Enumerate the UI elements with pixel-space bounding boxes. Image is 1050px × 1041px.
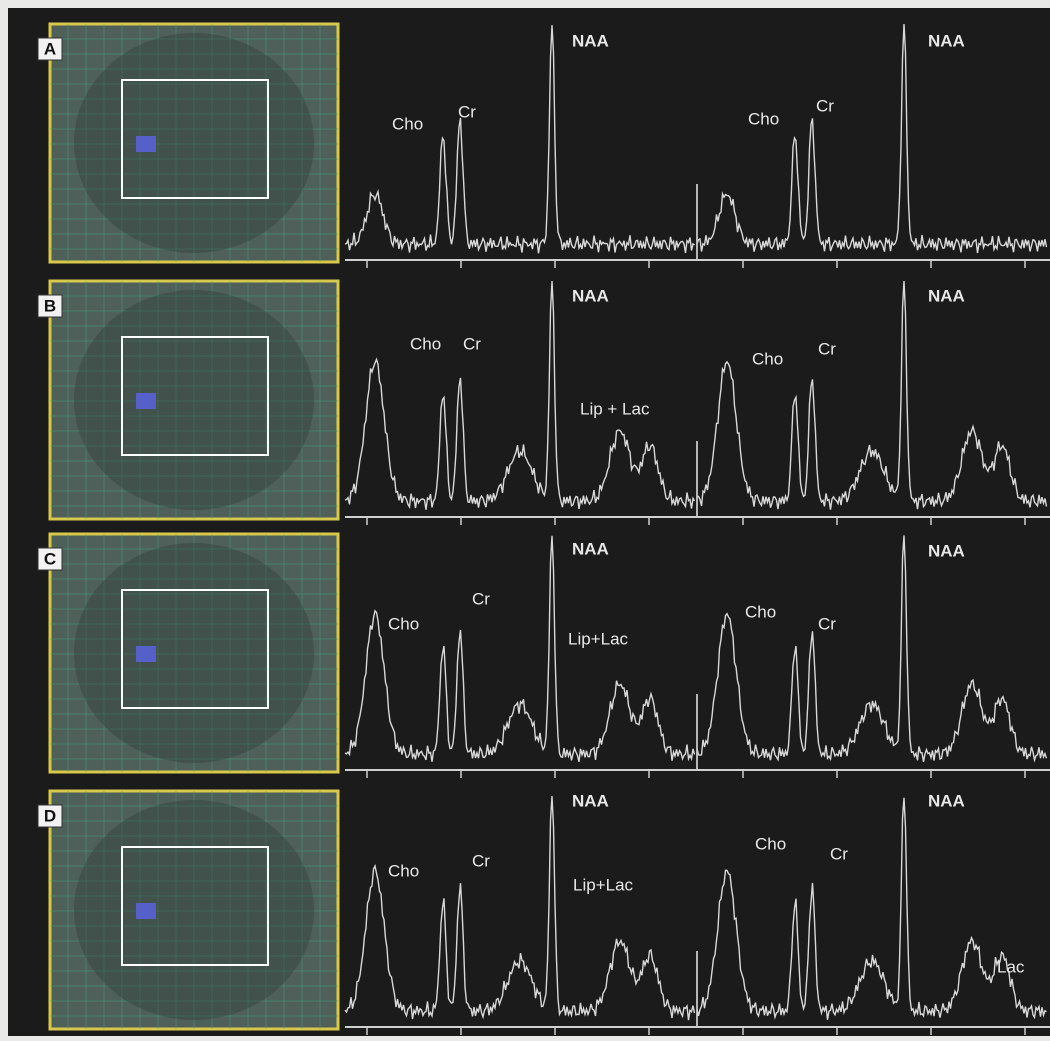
- peak-label: NAA: [928, 286, 965, 305]
- panel-label: A: [44, 39, 56, 58]
- peak-label: Lip + Lac: [580, 399, 650, 418]
- peak-label: Cho: [748, 109, 779, 128]
- voxel: [136, 393, 156, 409]
- panel-label: C: [44, 549, 56, 568]
- peak-label: NAA: [928, 791, 965, 810]
- peak-label: Cr: [830, 844, 848, 863]
- peak-label: NAA: [572, 539, 609, 558]
- voxel: [136, 903, 156, 919]
- voxel: [136, 136, 156, 152]
- peak-label: Cr: [818, 614, 836, 633]
- peak-label: Cho: [388, 861, 419, 880]
- brain-shadow: [74, 800, 314, 1020]
- figure: A NAA Cho Cr NAA Cho Cr B NAA Cho Cr Lip + Lac NAA Ch…: [0, 0, 1050, 1041]
- peak-label: NAA: [928, 541, 965, 560]
- peak-label: Cho: [755, 834, 786, 853]
- peak-label: NAA: [572, 791, 609, 810]
- peak-label: Cr: [816, 96, 834, 115]
- peak-label: NAA: [572, 31, 609, 50]
- brain-shadow: [74, 33, 314, 253]
- peak-label: Lip+Lac: [573, 875, 634, 894]
- peak-label: Cr: [463, 334, 481, 353]
- peak-label: Cho: [745, 602, 776, 621]
- peak-label: Lac: [997, 957, 1025, 976]
- peak-label: NAA: [572, 286, 609, 305]
- peak-label: Cr: [818, 339, 836, 358]
- panel-label: D: [44, 806, 56, 825]
- peak-label: Cho: [388, 614, 419, 633]
- peak-label: Cho: [752, 349, 783, 368]
- brain-shadow: [74, 290, 314, 510]
- peak-label: Cr: [472, 589, 490, 608]
- peak-label: NAA: [928, 31, 965, 50]
- peak-label: Cho: [410, 334, 441, 353]
- peak-label: Cr: [472, 851, 490, 870]
- peak-label: Cr: [458, 102, 476, 121]
- panel-label: B: [44, 296, 56, 315]
- peak-label: Lip+Lac: [568, 629, 629, 648]
- brain-shadow: [74, 543, 314, 763]
- peak-label: Cho: [392, 114, 423, 133]
- voxel: [136, 646, 156, 662]
